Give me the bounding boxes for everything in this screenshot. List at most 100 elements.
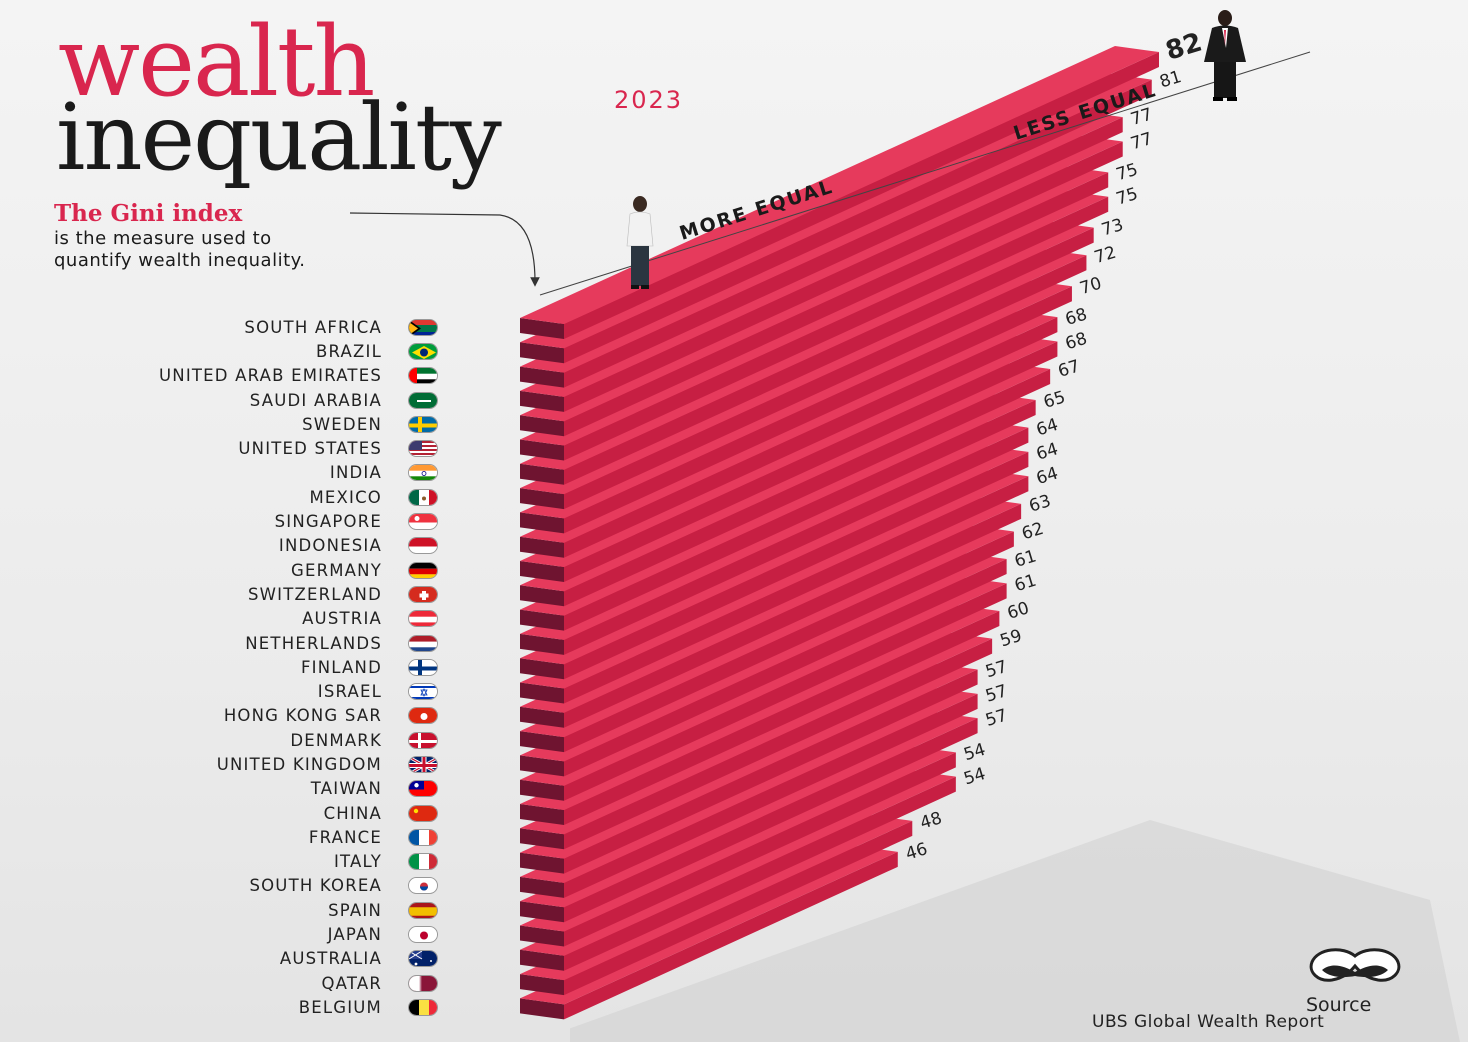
bar-front-face — [564, 559, 1007, 777]
bar-side-face — [520, 366, 564, 388]
country-label: HONG KONG SAR — [223, 706, 382, 726]
country-row: GERMANY — [8, 558, 438, 582]
bar-value-label: 68 — [1063, 329, 1090, 354]
country-row: ISRAEL — [8, 679, 438, 703]
country-row: SAUDI ARABIA — [8, 388, 438, 412]
country-label: GERMANY — [290, 560, 382, 580]
country-label: DENMARK — [290, 730, 382, 750]
bar-front-face — [564, 341, 1058, 582]
bar-front-face — [564, 752, 956, 947]
bar-value-label: 64 — [1034, 439, 1061, 464]
country-row: ITALY — [8, 850, 438, 874]
country-row: SOUTH AFRICA — [8, 315, 438, 339]
bar-front-face — [564, 638, 993, 850]
bar-side-face — [520, 682, 564, 704]
flag-south-korea-icon — [408, 877, 438, 895]
equality-axis-line — [539, 51, 1311, 296]
bar-value-label: 81 — [1157, 67, 1184, 92]
bar-side-face — [520, 318, 564, 339]
bar-side-face — [520, 901, 564, 923]
bar-side-face — [520, 876, 564, 898]
flag-mexico-icon — [408, 488, 438, 506]
country-row: UNITED STATES — [8, 436, 438, 460]
bar-south-africa — [520, 46, 1159, 339]
country-row: FINLAND — [8, 655, 438, 679]
country-label: INDONESIA — [278, 536, 382, 556]
bar-value-label: 61 — [1012, 571, 1039, 596]
bar-side-face — [520, 779, 564, 801]
country-label: JAPAN — [327, 925, 382, 945]
country-row: CHINA — [8, 801, 438, 825]
bar-side-face — [520, 609, 564, 631]
country-row: BELGIUM — [8, 995, 438, 1019]
brand-logo-icon — [1309, 948, 1401, 982]
country-row: JAPAN — [8, 922, 438, 946]
bar-value-label: 67 — [1056, 356, 1083, 381]
title-year: 2023 — [614, 86, 684, 114]
bar-side-face — [520, 998, 564, 1020]
gini-arrow — [349, 212, 540, 287]
flag-france-icon — [408, 828, 438, 846]
flag-denmark-icon — [408, 731, 438, 749]
bar-value-label: 54 — [961, 740, 988, 765]
bar-front-face — [564, 255, 1087, 510]
bar-front-face — [564, 693, 978, 898]
flag-israel-icon — [408, 683, 438, 701]
flag-germany-icon — [408, 561, 438, 579]
country-row: FRANCE — [8, 825, 438, 849]
country-label: SWITZERLAND — [247, 584, 382, 604]
country-label: SWEDEN — [302, 414, 382, 434]
bar-value-label: 64 — [1034, 415, 1061, 440]
bar-front-face — [564, 718, 978, 923]
country-row: SWITZERLAND — [8, 582, 438, 606]
bar-front-face — [564, 227, 1094, 485]
bar-front-face — [564, 610, 1000, 825]
flag-singapore-icon — [408, 513, 438, 531]
bar-value-label: 57 — [983, 657, 1010, 682]
country-label: BELGIUM — [298, 997, 382, 1017]
bar-side-face — [520, 974, 564, 996]
country-row: SOUTH KOREA — [8, 874, 438, 898]
country-row: UNITED ARAB EMIRATES — [8, 364, 438, 388]
country-label: BRAZIL — [316, 341, 382, 361]
flag-japan-icon — [408, 926, 438, 944]
bar-value-label: 62 — [1019, 519, 1046, 544]
woman-figure-icon — [626, 196, 654, 289]
flag-south-africa-icon — [408, 318, 438, 336]
bar-side-face — [520, 512, 564, 534]
country-row: AUSTRALIA — [8, 947, 438, 971]
bar-value-label: 82 — [1162, 27, 1205, 66]
country-row: NETHERLANDS — [8, 631, 438, 655]
country-label: AUSTRIA — [302, 609, 382, 629]
country-label: NETHERLANDS — [245, 633, 382, 653]
bar-side-face — [520, 439, 564, 461]
bar-side-face — [520, 852, 564, 874]
bar-side-face — [520, 925, 564, 947]
country-row: HONG KONG SAR — [8, 704, 438, 728]
bar-value-label: 64 — [1034, 464, 1061, 489]
country-row: MEXICO — [8, 485, 438, 509]
bar-front-face — [564, 286, 1072, 534]
gini-description: is the measure used to quantify wealth i… — [54, 228, 306, 271]
flag-united-states-icon — [408, 440, 438, 458]
bar-front-face — [564, 141, 1123, 412]
bars-shadow — [570, 820, 1460, 1042]
bar-value-label: 60 — [1005, 598, 1032, 623]
flag-switzerland-icon — [408, 585, 438, 603]
bar-front-face — [564, 399, 1036, 631]
bar-side-face — [520, 561, 564, 582]
bar-value-label: 75 — [1114, 160, 1141, 185]
country-label: FRANCE — [308, 827, 382, 847]
bar-side-face — [520, 828, 564, 850]
flag-india-icon — [408, 464, 438, 482]
country-label: TAIWAN — [310, 779, 382, 799]
bar-side-face — [520, 731, 564, 753]
man-figure-icon — [1204, 10, 1246, 101]
bar-value-label: 73 — [1099, 215, 1126, 240]
bar-front-face — [564, 196, 1109, 461]
bar-value-label: 59 — [998, 626, 1025, 651]
country-label: INDIA — [329, 463, 382, 483]
country-label: SOUTH KOREA — [249, 876, 382, 896]
bar-front-face — [564, 583, 1007, 801]
